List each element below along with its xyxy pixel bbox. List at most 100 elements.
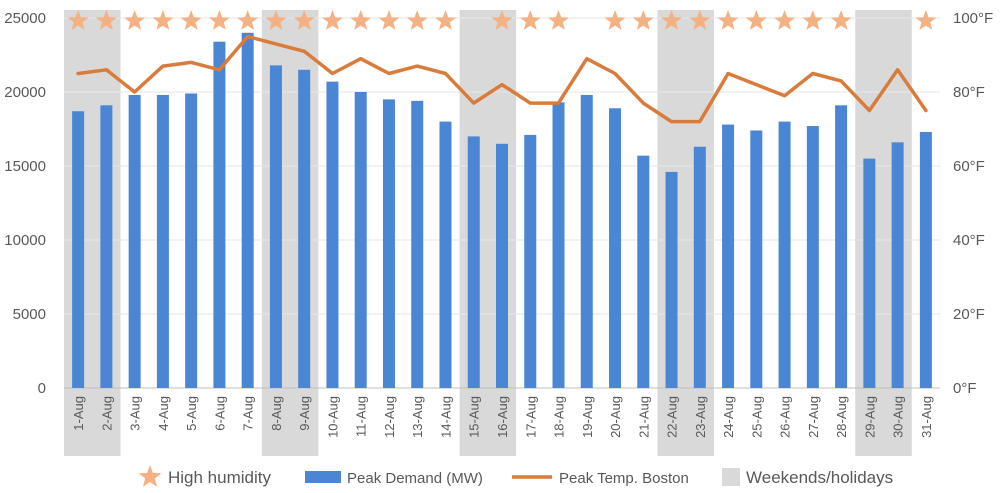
left-axis-tick: 10000 [4,232,46,249]
x-category-label: 30-Aug [891,396,906,438]
humidity-star-icon [491,10,513,30]
x-category-label: 31-Aug [919,396,934,438]
x-category-label: 27-Aug [806,396,821,438]
left-axis-ticks: 0 5000 10000 15000 20000 25000 [4,10,46,397]
demand-bar [100,105,113,388]
x-category-label: 11-Aug [354,396,369,437]
left-axis-tick: 20000 [4,84,46,101]
demand-bar [496,143,508,388]
x-category-label: 17-Aug [523,396,538,438]
demand-bar [580,94,593,389]
x-axis-categories: 1-Aug 2-Aug 3-Aug 4-Aug 5-Aug 6-Aug 7-Aug 8-Aug… [71,396,934,438]
demand-bar [439,121,452,388]
demand-bar [778,121,791,388]
demand-bar [467,136,480,388]
temperature-line [76,34,928,124]
left-axis-tick: 25000 [4,10,46,27]
demand-bar [524,134,537,388]
demand-bar [552,102,565,389]
right-axis-tick: 0°F [953,380,977,397]
demand-bar [891,142,904,388]
x-category-label: 1-Aug [71,396,86,431]
demand-bar [156,94,169,389]
demand-bars [72,32,932,389]
x-category-label: 19-Aug [580,396,595,438]
demand-bar [382,99,395,389]
x-category-label: 8-Aug [269,396,284,431]
humidity-stars [67,10,937,30]
legend-bar-swatch [305,471,341,483]
demand-bar [722,124,735,388]
humidity-star-icon [632,10,654,30]
legend-square-swatch [722,468,740,486]
x-category-label: 7-Aug [241,396,256,431]
demand-bar [637,155,650,388]
x-category-label: 4-Aug [156,396,171,431]
demand-bar [269,65,282,389]
demand-bar [213,41,226,389]
humidity-star-icon [265,10,287,30]
humidity-star-icon [915,10,937,30]
right-axis-tick: 40°F [953,232,985,249]
x-category-label: 13-Aug [410,396,425,438]
demand-bar [411,100,424,388]
x-category-label: 6-Aug [212,396,227,431]
left-axis-tick: 0 [38,380,46,397]
demand-bar [241,32,254,389]
legend-label: Peak Demand (MW) [347,470,483,487]
legend-label: Peak Temp. Boston [559,470,689,487]
demand-bar [806,126,819,388]
demand-bar [326,81,339,388]
humidity-star-icon [95,10,117,30]
humidity-star-icon [321,10,343,30]
right-axis-tick: 60°F [953,158,985,175]
right-axis-tick: 100°F [953,10,993,27]
x-category-label: 15-Aug [467,396,482,438]
x-category-label: 12-Aug [382,396,397,438]
x-category-label: 25-Aug [749,396,764,438]
demand-bar [72,111,85,389]
left-axis-tick: 5000 [13,306,46,323]
demand-bar [128,94,141,389]
demand-bar [835,105,848,388]
humidity-star-icon [350,10,372,30]
temperature-line-group [76,34,928,124]
humidity-star-icon [378,10,400,30]
x-category-label: 5-Aug [184,396,199,431]
humidity-star-icon [745,10,767,30]
humidity-star-icon [774,10,796,30]
x-category-label: 9-Aug [297,396,312,431]
x-category-label: 28-Aug [834,396,849,438]
x-category-label: 23-Aug [693,396,708,438]
right-axis-tick: 80°F [953,84,985,101]
humidity-star-icon [124,10,146,30]
humidity-star-icon [435,10,456,30]
humidity-star-icon [830,10,852,30]
demand-bar [693,146,706,388]
humidity-star-icon [548,10,569,30]
humidity-star-icon [689,10,711,30]
humidity-star-icon [661,10,683,30]
x-category-label: 22-Aug [665,396,680,438]
humidity-star-icon [519,10,541,30]
humidity-star-icon [717,10,739,30]
humidity-star-icon [180,10,202,30]
humidity-star-icon [208,10,230,30]
humidity-star-icon [152,10,174,30]
x-category-label: 14-Aug [438,396,453,438]
demand-bar [750,130,763,389]
x-category-label: 3-Aug [128,396,143,431]
humidity-star-icon [293,10,315,30]
demand-bar [185,93,198,388]
x-category-label: 24-Aug [721,396,736,438]
humidity-star-icon [604,10,626,30]
right-axis-ticks: 0°F 20°F 40°F 60°F 80°F 100°F [953,10,993,397]
demand-bar [609,108,622,388]
legend-star-icon [138,465,162,487]
demand-bar [665,171,678,388]
x-category-label: 2-Aug [99,396,114,431]
humidity-star-icon [67,10,89,30]
x-category-label: 29-Aug [862,396,877,438]
x-category-label: 10-Aug [325,396,340,438]
